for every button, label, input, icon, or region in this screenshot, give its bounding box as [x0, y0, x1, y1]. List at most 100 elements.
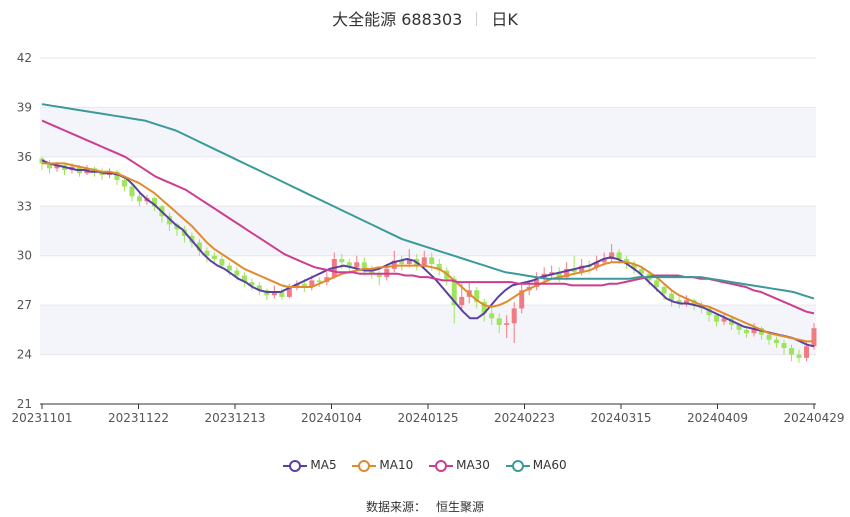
y-tick-label: 39: [17, 100, 32, 114]
y-tick-label: 21: [17, 397, 32, 411]
legend-item-ma5[interactable]: MA5: [283, 458, 337, 472]
candle-body: [421, 257, 427, 266]
candle-body: [661, 287, 667, 294]
legend-label-ma10: MA10: [379, 458, 414, 472]
candle-body: [309, 280, 315, 288]
period-label[interactable]: 日K: [491, 10, 518, 29]
candle-body: [429, 257, 435, 264]
candle-body: [736, 324, 742, 330]
chart-legend: MA5 MA10 MA30 MA60: [0, 458, 850, 472]
candle-body: [129, 186, 135, 197]
legend-label-ma5: MA5: [310, 458, 337, 472]
candle-body: [609, 252, 615, 260]
candle-body: [789, 347, 795, 355]
legend-label-ma60: MA60: [532, 458, 567, 472]
candle-body: [721, 318, 727, 322]
candle-body: [436, 263, 442, 271]
source-name: 恒生聚源: [436, 500, 485, 514]
candle-body: [766, 334, 772, 340]
candle-body: [376, 273, 382, 278]
candle-body: [556, 272, 562, 278]
candle-body: [781, 343, 787, 348]
candle-body: [46, 163, 52, 169]
x-tick-label: 20240429: [783, 411, 844, 425]
candle-body: [774, 339, 780, 344]
candle-body: [136, 196, 142, 202]
candle-body: [601, 259, 607, 263]
y-tick-label: 36: [17, 150, 32, 164]
grid-band: [40, 305, 816, 355]
candle-body: [751, 328, 757, 334]
candle-body: [354, 262, 360, 268]
x-tick-label: 20231213: [204, 411, 265, 425]
candle-body: [204, 250, 210, 256]
stock-title: 大全能源 688303: [332, 10, 463, 29]
y-tick-label: 27: [17, 298, 32, 312]
source-label: 数据来源：: [365, 500, 426, 514]
y-tick-label: 24: [17, 348, 32, 362]
candle-body: [219, 259, 225, 266]
candle-body: [256, 285, 262, 291]
candle-body: [549, 272, 555, 274]
candle-body: [114, 171, 120, 180]
candle-body: [54, 165, 60, 169]
candle-body: [226, 265, 232, 271]
title-divider: [476, 12, 478, 26]
candle-body: [174, 224, 180, 230]
candle-body: [286, 287, 292, 297]
series-line-ma5: [41, 159, 815, 348]
candle-body: [346, 262, 352, 268]
candle-body: [804, 346, 810, 358]
candle-body: [571, 268, 577, 273]
candle-body: [474, 290, 480, 302]
candle-body: [339, 259, 345, 263]
candle-body: [639, 268, 645, 274]
candle-body: [459, 296, 465, 306]
x-tick-label: 20231101: [11, 411, 72, 425]
candle-body: [361, 262, 367, 269]
candle-body: [669, 293, 675, 301]
legend-marker-ma30: [429, 460, 454, 472]
candle-body: [279, 291, 285, 297]
candle-body: [211, 255, 217, 260]
candle-body: [271, 291, 277, 296]
x-tick-label: 20231122: [108, 411, 169, 425]
legend-item-ma10[interactable]: MA10: [352, 458, 413, 472]
candle-body: [196, 242, 202, 251]
y-tick-label: 30: [17, 249, 32, 263]
candle-body: [676, 300, 682, 304]
candle-body: [406, 259, 412, 264]
candle-body: [481, 301, 487, 314]
candle-body: [249, 282, 255, 286]
candle-body: [684, 300, 690, 304]
series-line-ma10: [42, 162, 814, 343]
x-tick-label: 20240223: [494, 411, 555, 425]
candle-body: [706, 308, 712, 316]
candle-body: [511, 308, 517, 324]
candle-body: [121, 179, 127, 187]
candle-body: [301, 283, 307, 288]
legend-item-ma60[interactable]: MA60: [505, 458, 567, 472]
candle-body: [316, 280, 322, 283]
candle-body: [496, 318, 502, 325]
candle-body: [166, 216, 172, 225]
candle-body: [564, 268, 570, 278]
candle-body: [451, 278, 457, 306]
legend-marker-ma5: [283, 460, 308, 472]
legend-label-ma30: MA30: [456, 458, 490, 472]
candle-body: [744, 329, 750, 334]
series-line-ma60: [41, 103, 815, 300]
candle-body: [714, 315, 720, 322]
x-tick-label: 20240409: [687, 411, 748, 425]
grid-band: [40, 107, 816, 157]
candle-body: [811, 328, 817, 347]
candle-body: [399, 260, 405, 264]
chart-title: 大全能源 688303 日K: [0, 6, 850, 30]
candle-body: [654, 280, 660, 288]
legend-item-ma30[interactable]: MA30: [429, 458, 490, 472]
x-tick-label: 20240104: [301, 411, 362, 425]
x-tick-label: 20240125: [397, 411, 458, 425]
candle-body: [151, 198, 157, 207]
x-tick-label: 20240315: [590, 411, 651, 425]
y-tick-label: 33: [17, 199, 32, 213]
